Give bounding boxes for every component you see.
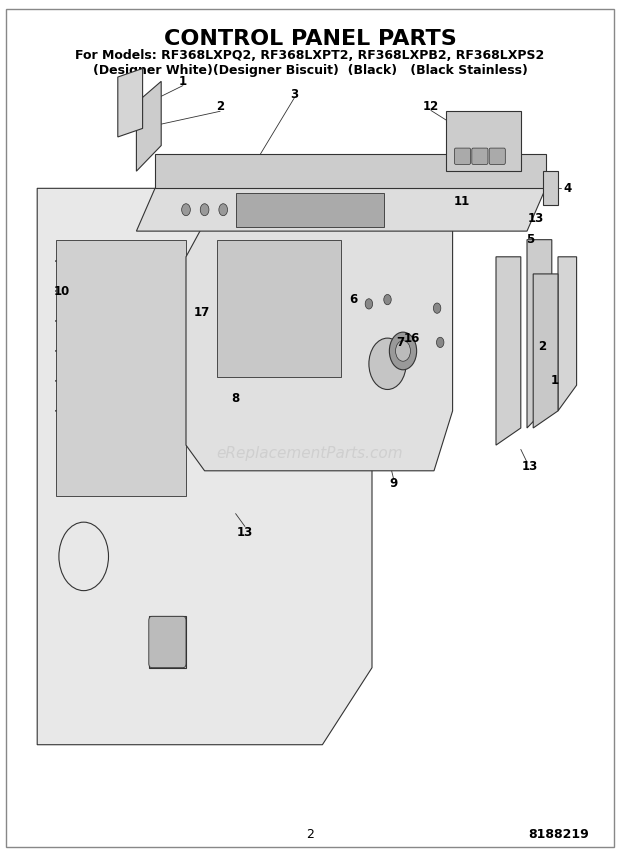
- Polygon shape: [558, 257, 577, 411]
- Text: (Designer White)(Designer Biscuit)  (Black)   (Black Stainless): (Designer White)(Designer Biscuit) (Blac…: [92, 63, 528, 77]
- Text: 8188219: 8188219: [528, 828, 589, 841]
- Text: CONTROL PANEL PARTS: CONTROL PANEL PARTS: [164, 28, 456, 49]
- Circle shape: [396, 341, 410, 361]
- Text: 8: 8: [231, 391, 240, 405]
- Polygon shape: [56, 240, 186, 496]
- Text: 4: 4: [563, 181, 572, 195]
- FancyBboxPatch shape: [149, 616, 186, 668]
- Polygon shape: [542, 171, 558, 205]
- Polygon shape: [136, 81, 161, 171]
- Text: 2: 2: [216, 100, 224, 114]
- Circle shape: [384, 294, 391, 305]
- Text: 12: 12: [423, 100, 439, 114]
- Polygon shape: [236, 193, 384, 227]
- Polygon shape: [118, 68, 143, 137]
- Text: eReplacementParts.com: eReplacementParts.com: [216, 446, 404, 461]
- Polygon shape: [217, 240, 341, 377]
- Text: 13: 13: [237, 526, 253, 539]
- Polygon shape: [186, 223, 453, 471]
- Circle shape: [200, 204, 209, 216]
- Circle shape: [219, 204, 228, 216]
- Text: 6: 6: [349, 293, 358, 306]
- Circle shape: [369, 338, 406, 389]
- Text: 16: 16: [404, 331, 420, 345]
- Polygon shape: [136, 188, 546, 231]
- Circle shape: [389, 332, 417, 370]
- FancyBboxPatch shape: [489, 148, 505, 164]
- Text: 2: 2: [306, 828, 314, 841]
- Text: 13: 13: [522, 460, 538, 473]
- Text: 11: 11: [454, 194, 470, 208]
- Text: 17: 17: [193, 306, 210, 319]
- Text: 13: 13: [528, 211, 544, 225]
- Circle shape: [182, 204, 190, 216]
- FancyBboxPatch shape: [454, 148, 471, 164]
- Text: 9: 9: [389, 477, 398, 490]
- Polygon shape: [155, 154, 546, 188]
- Text: 2: 2: [538, 340, 547, 354]
- Text: 3: 3: [290, 87, 299, 101]
- Polygon shape: [446, 111, 521, 171]
- Circle shape: [436, 337, 444, 348]
- Text: 10: 10: [54, 284, 70, 298]
- Polygon shape: [37, 188, 372, 745]
- Text: 1: 1: [179, 74, 187, 88]
- Polygon shape: [533, 274, 558, 428]
- Polygon shape: [149, 616, 186, 668]
- Text: 1: 1: [551, 374, 559, 388]
- Circle shape: [433, 303, 441, 313]
- FancyBboxPatch shape: [472, 148, 488, 164]
- Polygon shape: [527, 240, 552, 428]
- Text: 5: 5: [526, 233, 534, 247]
- Polygon shape: [496, 257, 521, 445]
- Circle shape: [365, 299, 373, 309]
- Text: For Models: RF368LXPQ2, RF368LXPT2, RF368LXPB2, RF368LXPS2: For Models: RF368LXPQ2, RF368LXPT2, RF36…: [76, 49, 544, 62]
- Text: 7: 7: [396, 336, 404, 349]
